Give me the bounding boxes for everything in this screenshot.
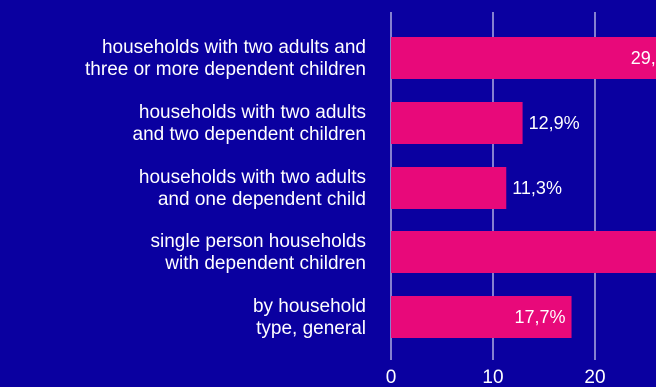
x-tick-label: 0 [386,367,397,387]
x-tick-label: 10 [482,367,503,387]
bar [391,37,656,79]
category-label: and two dependent children [133,124,366,145]
x-tick-label: 20 [584,367,605,387]
bars [391,37,656,338]
category-label: with dependent children [164,253,366,274]
category-label: type, general [256,318,366,339]
data-label: 17,7% [514,307,565,327]
category-label: households with two adults [139,102,366,123]
x-axis-ticks: 01020304050 [386,367,606,387]
bar [391,231,656,273]
category-label: and one dependent child [158,189,366,210]
category-label: households with two adults [139,167,366,188]
data-labels: 29,1%12,9%11,3%41%17,7% [512,48,656,327]
data-label: 29,1% [631,48,656,68]
data-label: 12,9% [529,113,580,133]
category-label: three or more dependent children [85,59,366,80]
category-label: households with two adults and [102,37,366,58]
category-label: single person households [151,231,367,252]
bar [391,167,507,209]
data-label: 11,3% [512,178,562,198]
bar [391,296,572,338]
category-label: by household [253,296,366,317]
bar [391,102,523,144]
